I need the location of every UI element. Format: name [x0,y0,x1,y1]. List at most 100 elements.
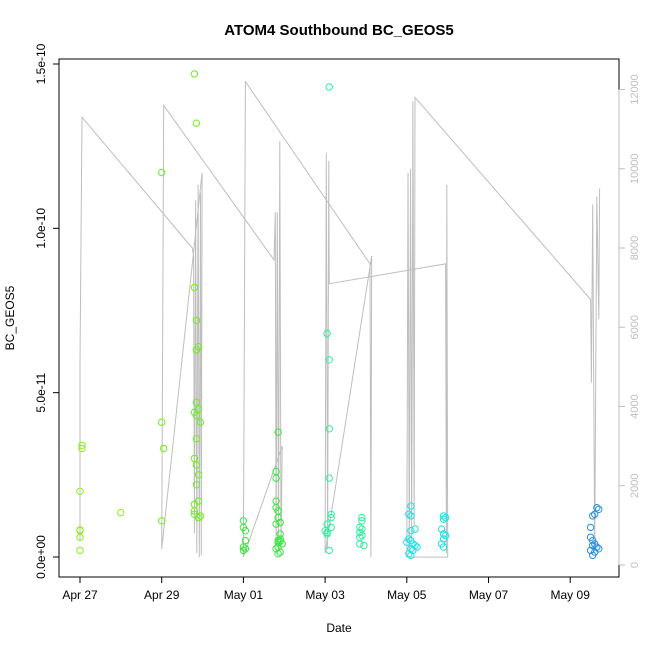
data-point [241,545,250,553]
data-point [196,512,205,520]
data-point [239,546,248,555]
data-point [325,83,333,91]
data-point [78,441,86,449]
data-point [356,523,364,532]
data-point [595,545,603,553]
data-point [325,546,333,555]
data-point [190,454,199,463]
data-point [413,543,421,551]
data-point [276,548,284,556]
data-point [272,520,280,528]
data-point [192,435,201,443]
data-point [241,536,250,545]
data-point [407,512,415,520]
data-point [405,550,413,558]
data-point [190,507,199,515]
data-point [117,508,125,517]
data-point [272,474,280,482]
data-point [327,513,335,522]
data-point [276,518,284,527]
y2-tick-label: 2000 [629,474,641,498]
data-point [325,425,333,433]
data-point [76,533,84,541]
altitude-line-layer [79,79,601,558]
points-layer [76,70,603,560]
y2-tick-label: 10000 [629,153,641,184]
data-point [192,461,201,469]
data-point [407,527,415,535]
data-point [407,551,415,560]
altitude-line [79,79,601,558]
data-point [589,541,597,550]
y-axis-secondary: 0 2000 4000 6000 8000 10000 12000 [618,74,641,568]
x-tick-label: May 01 [224,588,264,602]
data-point [405,510,413,518]
data-point [325,356,333,364]
data-point [439,543,448,551]
data-point [274,513,282,522]
data-point [595,505,603,513]
data-point [76,546,84,555]
data-point [158,418,166,426]
data-point [441,513,450,522]
data-point [439,530,448,538]
data-point [160,444,168,453]
data-point [439,535,448,543]
data-point [192,316,201,325]
y2-tick-label: 0 [629,562,641,568]
data-point [593,543,601,551]
y-tick-label: 5.0e-11 [34,372,48,412]
data-point [190,70,199,78]
data-point [239,543,248,551]
data-point [327,510,335,518]
data-point [192,119,201,127]
data-point [274,428,282,436]
data-point [76,487,84,495]
data-point [192,412,201,420]
data-point [593,504,601,512]
data-point [586,546,595,555]
data-point [196,418,205,426]
y2-tick-label: 4000 [629,394,641,418]
data-point [589,512,597,520]
x-tick-label: May 07 [469,588,509,602]
data-point [586,523,595,532]
data-point [192,398,201,407]
data-point [325,474,333,482]
plot-frame [58,58,620,578]
data-point [158,517,166,525]
y2-tick-label: 12000 [629,74,641,105]
data-point [358,517,366,525]
data-point [78,444,86,453]
data-point [437,525,446,533]
chart-title: ATOM4 Southbound BC_GEOS5 [224,22,453,39]
data-point [358,513,366,522]
data-point [158,168,166,177]
y-tick-label: 1.0e-10 [34,208,48,249]
data-point [194,513,203,522]
data-point [439,515,448,523]
data-point [358,531,366,540]
data-point [407,502,415,510]
data-point [241,527,250,535]
y2-tick-label: 8000 [629,236,641,260]
x-tick-label: May 05 [387,588,427,602]
x-axis: Apr 27 Apr 29 May 01 May 03 May 05 May 07 May … [62,576,591,602]
y-axis-label: BC_GEOS5 [3,285,17,350]
y2-tick-label: 6000 [629,315,641,339]
x-tick-label: Apr 27 [62,588,98,602]
data-point [190,283,199,292]
data-point [360,541,368,550]
data-point [194,343,203,351]
data-point [274,538,282,546]
x-tick-label: May 09 [551,588,591,602]
data-point [327,523,335,532]
y-axis: 0.0e+00 5.0e-11 1.0e-10 1.5e-10 [34,43,60,579]
data-point [589,551,597,560]
data-point [323,329,331,338]
x-tick-label: May 03 [305,588,345,602]
x-axis-label: Date [326,621,352,635]
y-tick-label: 1.5e-10 [34,43,48,84]
x-tick-label: Apr 29 [144,588,180,602]
